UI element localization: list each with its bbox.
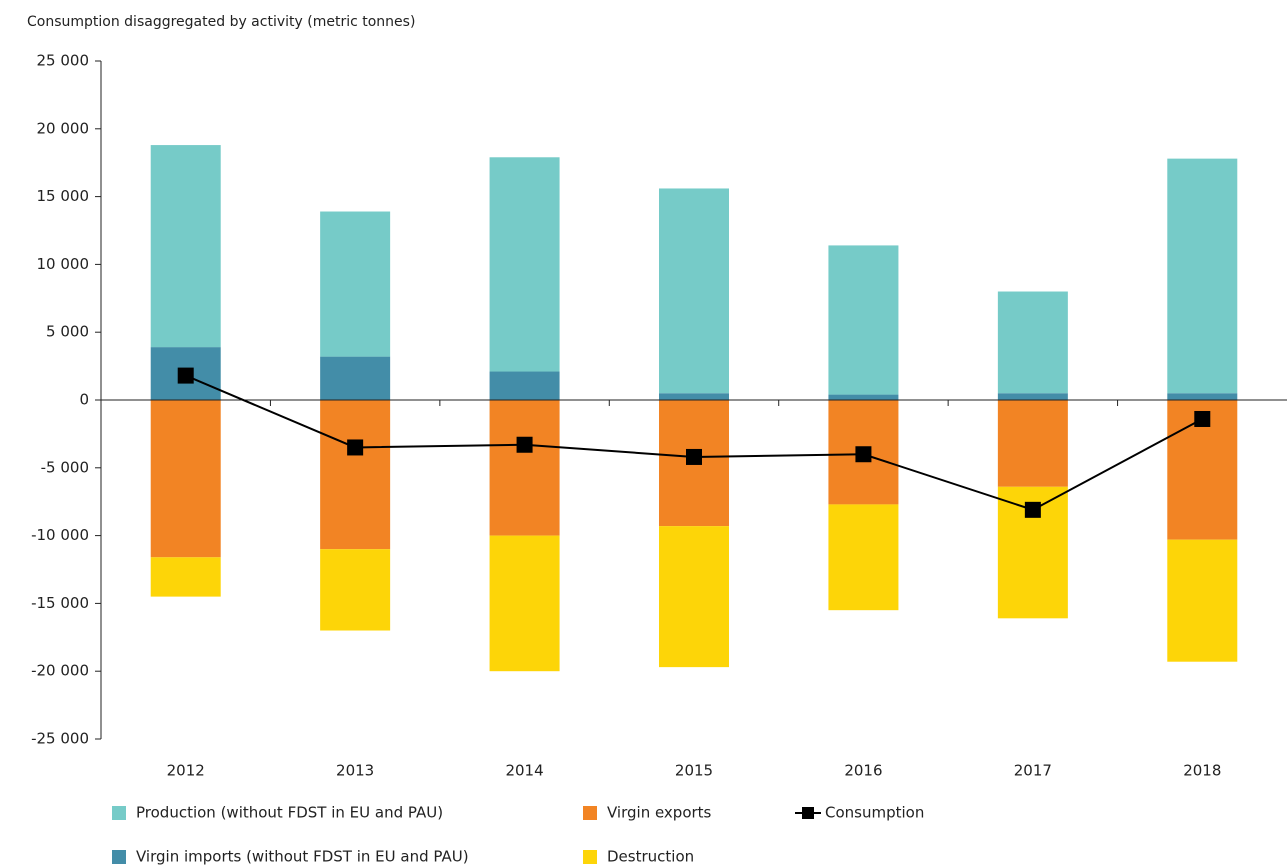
line-marker xyxy=(177,367,194,384)
line-marker xyxy=(686,448,702,465)
y-tick-label: 0 xyxy=(79,391,89,409)
legend-label: Production (without FDST in EU and PAU) xyxy=(136,804,443,822)
bar xyxy=(150,557,221,597)
line-marker xyxy=(1024,501,1041,518)
x-tick-label: 2018 xyxy=(1183,762,1221,780)
bar xyxy=(1167,158,1238,394)
bar xyxy=(828,504,899,611)
x-tick-label: 2012 xyxy=(167,762,205,780)
bar xyxy=(320,549,391,631)
bar xyxy=(320,400,391,550)
bar xyxy=(997,393,1068,400)
x-tick-label: 2013 xyxy=(336,762,374,780)
bar xyxy=(150,400,221,558)
bar xyxy=(997,400,1068,487)
bar xyxy=(150,145,221,348)
bar xyxy=(828,245,899,395)
line-marker xyxy=(855,446,872,463)
bar xyxy=(997,291,1068,394)
x-tick-label: 2015 xyxy=(675,762,713,780)
y-tick-label: -20 000 xyxy=(31,662,89,680)
line-marker xyxy=(347,439,364,456)
line-marker xyxy=(1194,410,1211,427)
bar xyxy=(828,394,899,400)
legend-swatch xyxy=(112,850,126,864)
bar xyxy=(659,526,729,668)
bar xyxy=(320,356,391,400)
legend-marker xyxy=(802,807,814,819)
x-tick-label: 2017 xyxy=(1014,762,1052,780)
y-tick-label: 20 000 xyxy=(37,119,90,137)
x-tick-label: 2016 xyxy=(844,762,882,780)
legend-swatch xyxy=(583,850,597,864)
x-tick-label: 2014 xyxy=(505,762,543,780)
bar xyxy=(659,393,729,400)
y-tick-label: 10 000 xyxy=(37,255,90,273)
y-tick-label: 15 000 xyxy=(37,187,90,205)
legend-swatch xyxy=(583,806,597,820)
legend-label: Consumption xyxy=(825,804,924,822)
legend-swatch xyxy=(112,806,126,820)
y-tick-label: -5 000 xyxy=(41,458,89,476)
bar xyxy=(489,157,560,372)
y-tick-label: -10 000 xyxy=(31,526,89,544)
chart-title: Consumption disaggregated by activity (m… xyxy=(27,14,415,30)
bar xyxy=(659,188,729,394)
legend-label: Destruction xyxy=(607,848,694,866)
bar xyxy=(489,535,560,672)
y-tick-label: -15 000 xyxy=(31,594,89,612)
line-marker xyxy=(516,436,533,453)
bar xyxy=(320,211,391,357)
y-tick-label: -25 000 xyxy=(31,730,89,748)
bar xyxy=(1167,393,1238,400)
legend-label: Virgin imports (without FDST in EU and P… xyxy=(136,848,469,866)
bar xyxy=(489,371,560,400)
legend-label: Virgin exports xyxy=(607,804,712,822)
y-tick-label: 5 000 xyxy=(46,323,89,341)
y-tick-label: 25 000 xyxy=(37,52,90,70)
bar xyxy=(1167,539,1238,662)
bar xyxy=(489,400,560,536)
